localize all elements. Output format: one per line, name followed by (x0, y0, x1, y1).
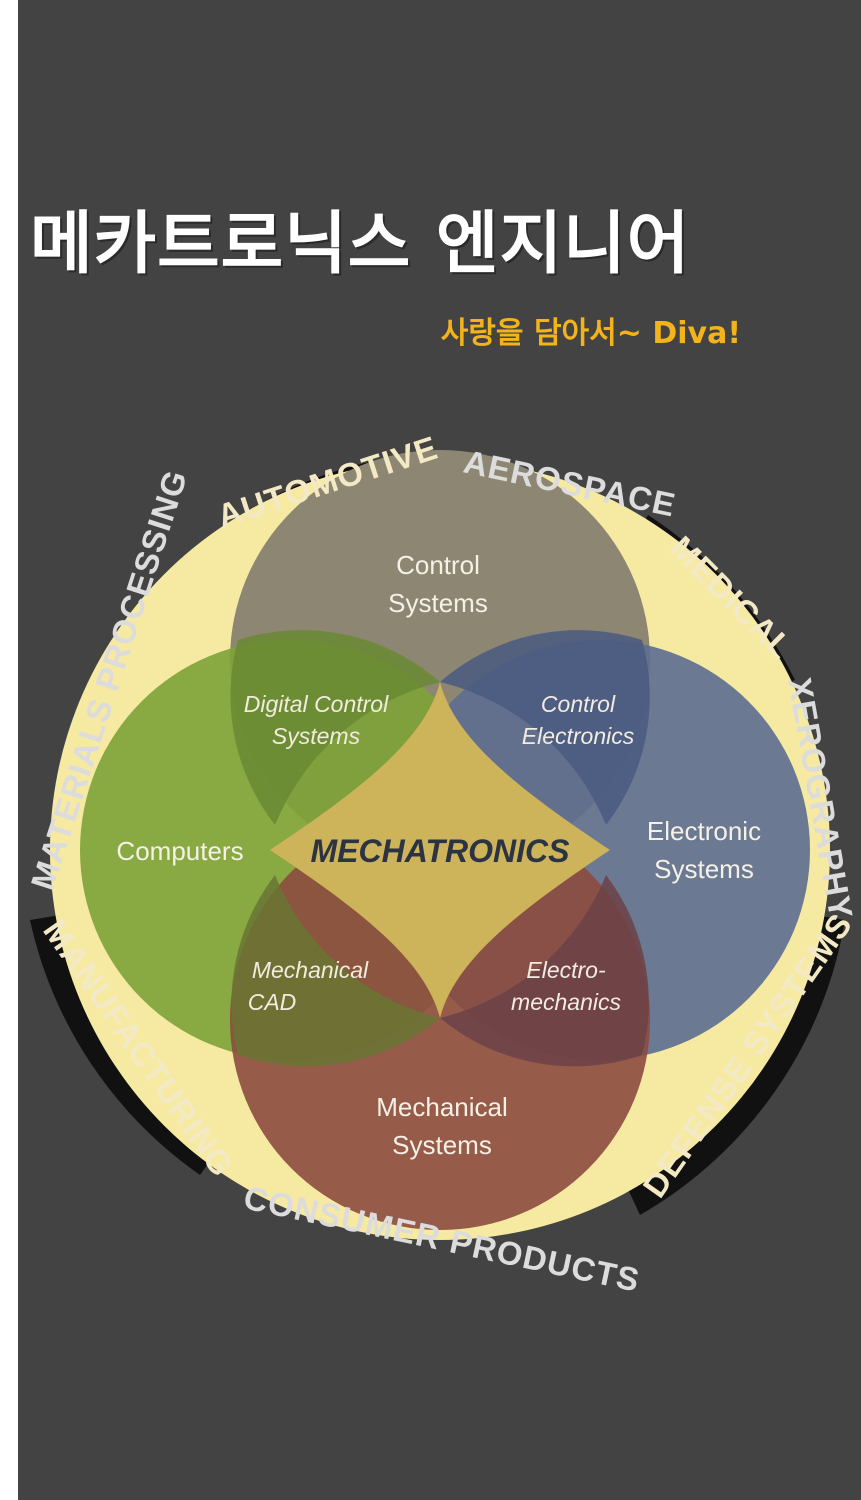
label-digital-control-line1: Digital Control (244, 691, 389, 717)
label-electronic-line1: Electronic (647, 816, 761, 846)
label-electronic-line2: Systems (654, 854, 754, 884)
label-control-line2: Systems (388, 588, 488, 618)
label-computers: Computers (116, 836, 243, 866)
label-electromechanics-line1: Electro- (526, 957, 606, 983)
label-control-line1: Control (396, 550, 480, 580)
mechatronics-center-shape (270, 682, 610, 1018)
label-mechanical-cad-line2: CAD (248, 989, 297, 1015)
label-mechatronics: MECHATRONICS (311, 833, 571, 869)
page-subtitle: 사랑을 담아서~ Diva! (440, 316, 741, 351)
mechanical-systems-circle (230, 810, 650, 1230)
digital-control-overlap (230, 630, 440, 825)
label-mechanical-line2: Systems (392, 1130, 492, 1160)
control-electronics-overlap (440, 630, 650, 825)
label-control-electronics-line1: Control (541, 691, 616, 717)
electromechanics-overlap (440, 875, 649, 1067)
label-mechanical-line1: Mechanical (376, 1092, 508, 1122)
label-electromechanics-line2: mechanics (511, 989, 621, 1015)
label-digital-control-line2: Systems (272, 723, 361, 749)
label-control-electronics-line2: Electronics (522, 723, 635, 749)
page-title: 메카트로닉스 엔지니어 (30, 205, 691, 284)
label-mechanical-cad-line1: Mechanical (252, 957, 369, 983)
mechanical-cad-overlap (231, 875, 440, 1067)
